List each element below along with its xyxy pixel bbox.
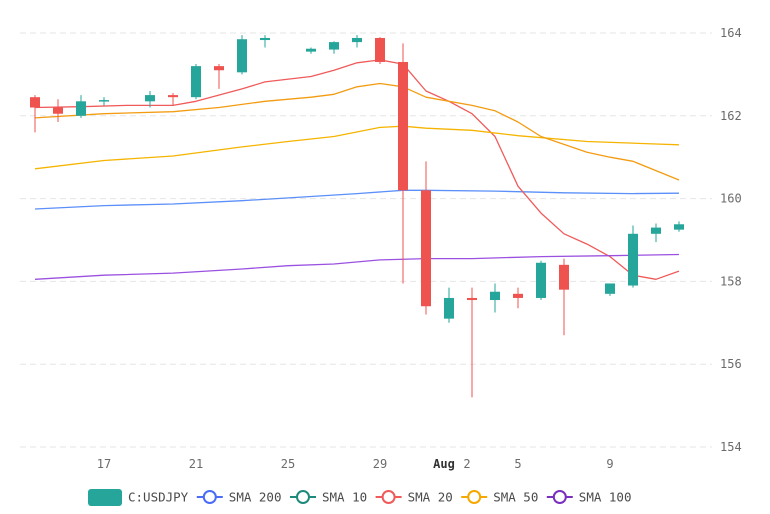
sma-lines <box>35 60 679 279</box>
candle-body <box>605 283 615 293</box>
legend-label: SMA 50 <box>493 490 538 505</box>
legend-item-sma-10[interactable]: SMA 10 <box>290 490 367 505</box>
candle <box>467 288 477 398</box>
x-tick-label: 2 <box>463 457 470 471</box>
candle-body <box>513 294 523 298</box>
legend-marker <box>554 491 566 503</box>
y-tick-label: 154 <box>720 440 742 454</box>
candle-body <box>99 100 109 102</box>
candle-body <box>306 49 316 52</box>
legend-item-sma-200[interactable]: SMA 200 <box>197 490 282 505</box>
candle <box>375 37 385 64</box>
legend-label: SMA 10 <box>322 490 367 505</box>
y-axis: 154 156 158 160 162 164 <box>720 26 742 454</box>
candle-body <box>214 66 224 70</box>
legend-item-sma-50[interactable]: SMA 50 <box>461 490 538 505</box>
candle-body <box>352 38 362 42</box>
y-tick-label: 156 <box>720 357 742 371</box>
legend-marker <box>468 491 480 503</box>
candle-body <box>398 62 408 190</box>
candle <box>421 161 431 314</box>
candle-body <box>168 95 178 97</box>
legend-marker <box>383 491 395 503</box>
candle <box>99 97 109 105</box>
x-tick-label: Aug <box>433 457 455 471</box>
candle-body <box>53 108 63 114</box>
legend-item-sma-20[interactable]: SMA 20 <box>376 490 453 505</box>
legend-marker <box>297 491 309 503</box>
y-tick-label: 160 <box>720 192 742 206</box>
candle-body <box>30 97 40 107</box>
candle <box>214 64 224 89</box>
candle-body <box>76 101 86 115</box>
legend-item-c-usdjpy[interactable]: C:USDJPY <box>88 489 189 506</box>
candle-body <box>237 39 247 72</box>
candle-body <box>145 95 155 101</box>
candle <box>260 35 270 47</box>
legend-label: SMA 200 <box>229 490 282 505</box>
grid-lines <box>20 33 712 447</box>
candle <box>191 64 201 99</box>
candle-body <box>628 234 638 286</box>
series-line-sma-20 <box>35 60 679 279</box>
candle-body <box>536 263 546 298</box>
candle <box>168 93 178 105</box>
legend-label: SMA 100 <box>579 490 632 505</box>
legend-item-sma-100[interactable]: SMA 100 <box>547 490 632 505</box>
candle <box>30 95 40 132</box>
candle <box>444 288 454 323</box>
x-tick-label: 21 <box>189 457 203 471</box>
x-tick-label: 25 <box>281 457 295 471</box>
candle-body <box>490 292 500 300</box>
candle-body <box>467 298 477 300</box>
series-line-sma-100 <box>35 255 679 280</box>
x-tick-label: 5 <box>514 457 521 471</box>
candle-body <box>191 66 201 97</box>
legend-label: SMA 20 <box>408 490 453 505</box>
candle <box>536 261 546 300</box>
legend[interactable]: C:USDJPY SMA 200 SMA 10 SMA 20 SMA 50 SMA 100 <box>88 489 631 506</box>
candle <box>237 35 247 74</box>
y-tick-label: 162 <box>720 109 742 123</box>
candle <box>76 95 86 118</box>
candle <box>53 99 63 122</box>
x-axis: 17 21 25 29 Aug 2 5 9 <box>97 457 614 471</box>
candle <box>329 41 339 53</box>
candle-body <box>651 228 661 234</box>
candle <box>398 43 408 283</box>
legend-swatch <box>88 489 122 506</box>
candle <box>674 221 684 231</box>
candle <box>513 288 523 309</box>
y-tick-label: 158 <box>720 274 742 288</box>
candle <box>651 223 661 242</box>
legend-marker <box>204 491 216 503</box>
candle <box>306 47 316 53</box>
x-tick-label: 9 <box>606 457 613 471</box>
x-tick-label: 17 <box>97 457 111 471</box>
candle <box>605 283 615 295</box>
series-line-sma-200 <box>35 190 679 209</box>
x-tick-label: 29 <box>373 457 387 471</box>
candle-body <box>329 42 339 49</box>
candle-body <box>444 298 454 319</box>
candle <box>490 283 500 312</box>
candle-body <box>375 38 385 62</box>
candle <box>559 259 569 336</box>
candle-body <box>674 224 684 229</box>
y-tick-label: 164 <box>720 26 742 40</box>
candle-body <box>559 265 569 290</box>
candles <box>30 35 684 397</box>
candle-body <box>421 190 431 306</box>
candle <box>628 226 638 288</box>
candle <box>352 35 362 47</box>
candle-body <box>260 38 270 40</box>
series-line-sma-50 <box>35 126 679 169</box>
legend-label: C:USDJPY <box>128 490 189 505</box>
